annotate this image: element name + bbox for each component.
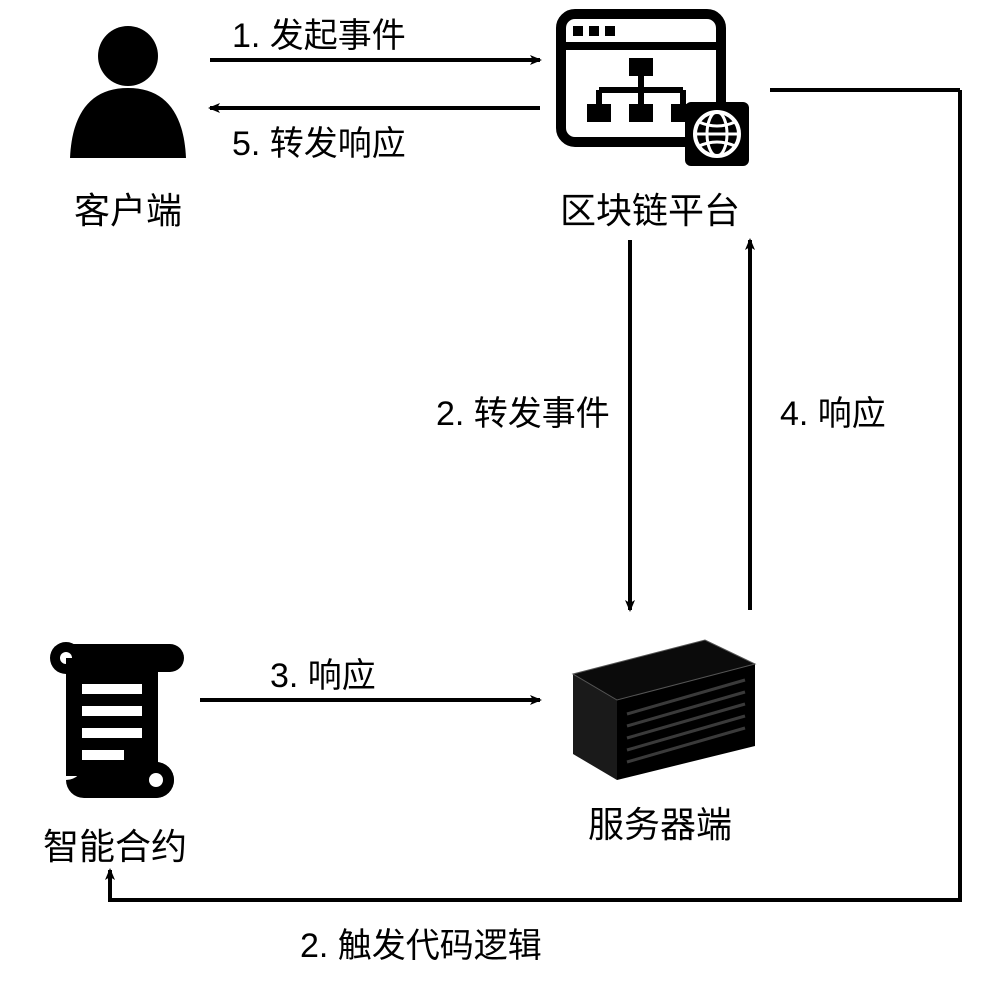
edge-4-label: 4. 响应 (780, 386, 886, 435)
client-label: 客户端 (58, 182, 198, 234)
server-box-icon (555, 630, 765, 790)
server-label: 服务器端 (570, 796, 750, 848)
scroll-icon (38, 630, 188, 810)
edge-1-label: 1. 发起事件 (232, 8, 406, 57)
edge-5-label: 5. 转发响应 (232, 116, 406, 165)
diagram-canvas: 客户端 区块链平台 服务器端 智能合约 1. 发起事件 5. 转发响应 2. 转… (0, 0, 1000, 984)
edge-2b-label: 2. 触发代码逻辑 (300, 918, 542, 967)
browser-network-icon (555, 8, 755, 178)
edge-2-label: 2. 转发事件 (436, 386, 610, 435)
person-icon (58, 18, 198, 168)
chain-label: 区块链平台 (540, 182, 760, 234)
edge-3-label: 3. 响应 (270, 648, 376, 697)
contract-label: 智能合约 (30, 818, 200, 870)
